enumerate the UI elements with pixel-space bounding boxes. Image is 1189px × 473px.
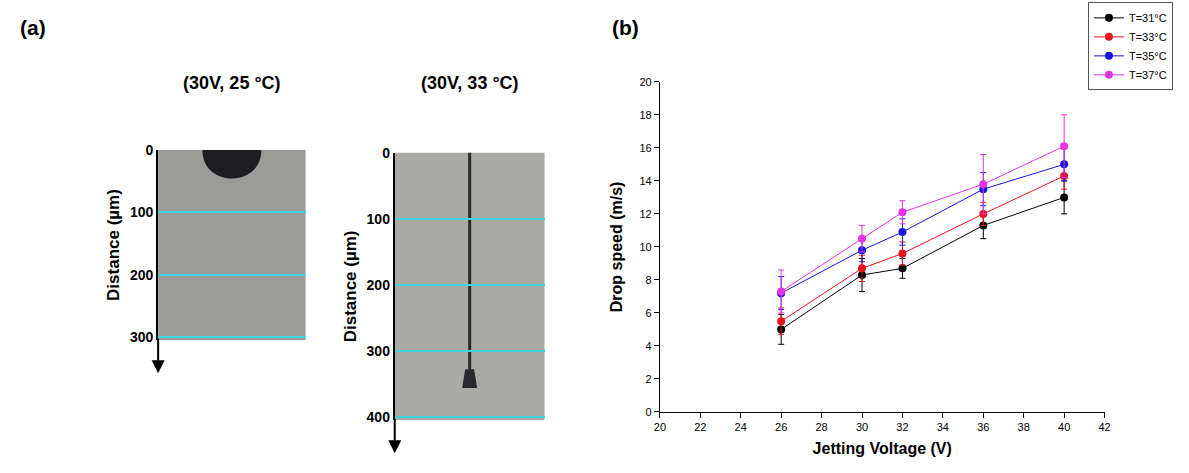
- svg-text:Jetting Voltage (V): Jetting Voltage (V): [813, 440, 952, 457]
- svg-text:Distance (µm): Distance (µm): [104, 189, 123, 301]
- svg-text:10: 10: [639, 241, 651, 253]
- svg-text:18: 18: [639, 109, 651, 121]
- svg-text:32: 32: [896, 421, 908, 433]
- svg-text:2: 2: [646, 373, 652, 385]
- svg-text:14: 14: [639, 175, 651, 187]
- svg-text:300: 300: [367, 343, 391, 359]
- svg-text:Distance (µm): Distance (µm): [341, 230, 360, 342]
- svg-text:36: 36: [977, 421, 989, 433]
- svg-text:0: 0: [646, 406, 652, 418]
- svg-text:6: 6: [646, 307, 652, 319]
- svg-text:8: 8: [646, 274, 652, 286]
- svg-text:0: 0: [382, 145, 390, 161]
- svg-text:4: 4: [646, 340, 652, 352]
- svg-text:(b): (b): [612, 16, 639, 39]
- svg-text:0: 0: [146, 142, 154, 158]
- svg-text:16: 16: [639, 142, 651, 154]
- svg-text:(a): (a): [20, 16, 46, 39]
- svg-text:20: 20: [639, 76, 651, 88]
- svg-text:30: 30: [856, 421, 868, 433]
- svg-text:22: 22: [694, 421, 706, 433]
- svg-text:Drop speed (m/s): Drop speed (m/s): [608, 182, 625, 313]
- svg-text:12: 12: [639, 208, 651, 220]
- svg-text:28: 28: [815, 421, 827, 433]
- svg-text:34: 34: [937, 421, 949, 433]
- svg-text:300: 300: [130, 329, 154, 345]
- svg-text:20: 20: [654, 421, 666, 433]
- svg-text:42: 42: [1098, 421, 1110, 433]
- svg-text:T=31°C: T=31°C: [1129, 12, 1167, 24]
- svg-text:T=35°C: T=35°C: [1129, 50, 1167, 62]
- svg-text:200: 200: [367, 277, 391, 293]
- svg-text:100: 100: [130, 204, 154, 220]
- svg-text:200: 200: [130, 267, 154, 283]
- svg-text:(30V, 33 °C): (30V, 33 °C): [421, 73, 519, 93]
- svg-text:T=33°C: T=33°C: [1129, 31, 1167, 43]
- svg-text:40: 40: [1058, 421, 1070, 433]
- svg-text:26: 26: [775, 421, 787, 433]
- svg-text:24: 24: [735, 421, 747, 433]
- svg-text:38: 38: [1018, 421, 1030, 433]
- svg-text:400: 400: [367, 409, 391, 425]
- svg-text:(30V, 25 °C): (30V, 25 °C): [183, 73, 281, 93]
- svg-text:100: 100: [367, 211, 391, 227]
- svg-text:T=37°C: T=37°C: [1129, 69, 1167, 81]
